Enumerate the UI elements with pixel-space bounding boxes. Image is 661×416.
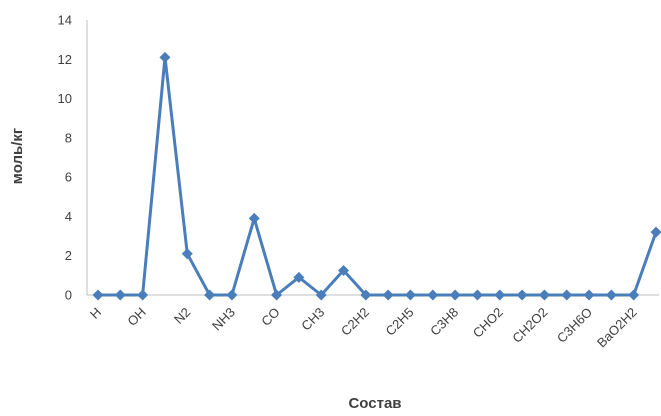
- data-point-marker: [538, 289, 550, 301]
- data-point-marker: [360, 289, 372, 301]
- data-point-marker: [628, 289, 640, 301]
- x-tick-label: CO: [258, 305, 282, 329]
- data-point-marker: [494, 289, 506, 301]
- data-point-marker: [338, 264, 350, 276]
- x-tick-label: H: [87, 305, 104, 322]
- y-axis-tick-labels: 0 2 4 6 8 10 12 14: [58, 13, 72, 303]
- series-line: [98, 55, 658, 297]
- x-tick-label: C3H8: [427, 305, 461, 339]
- data-point-marker: [650, 226, 661, 238]
- data-point-marker: [293, 271, 305, 283]
- y-tick-label: 14: [58, 13, 72, 28]
- y-tick-label: 4: [65, 209, 72, 224]
- x-tick-label: C2H2: [338, 305, 372, 339]
- x-tick-label: CH3: [298, 305, 327, 334]
- x-tick-label: N2: [171, 305, 193, 327]
- data-point-marker: [271, 289, 283, 301]
- x-tick-label: BaO2H2: [594, 305, 640, 351]
- data-point-marker: [561, 289, 573, 301]
- data-point-marker: [427, 289, 439, 301]
- x-tick-label: C2H5: [382, 305, 416, 339]
- x-axis-title: Состав: [348, 395, 401, 412]
- x-tick-label: CHO2: [470, 305, 506, 341]
- data-point-marker: [605, 289, 617, 301]
- y-axis-title: моль/кг: [9, 128, 26, 184]
- y-tick-label: 6: [65, 170, 72, 185]
- data-point-marker: [159, 51, 171, 63]
- data-point-marker: [404, 289, 416, 301]
- y-tick-label: 12: [58, 52, 72, 67]
- x-tick-label: OH: [124, 305, 148, 329]
- data-point-marker: [226, 289, 238, 301]
- x-tick-label: CH2O2: [509, 305, 550, 346]
- x-axis-tick-labels: H OH N2 NH3 CO CH3 C2H2 C2H5 C3H8 CHO2 CH2O2 C3H6OB…: [87, 305, 640, 351]
- y-tick-label: 0: [65, 288, 72, 303]
- x-tick-label: C3H6O: [554, 305, 595, 346]
- data-point-marker: [137, 289, 149, 301]
- data-point-marker: [315, 289, 327, 301]
- data-point-marker: [449, 289, 461, 301]
- x-tick-label: NH3: [209, 305, 238, 334]
- data-point-marker: [382, 289, 394, 301]
- data-point-marker: [92, 289, 104, 301]
- data-point-marker: [181, 248, 193, 260]
- data-point-marker: [471, 289, 483, 301]
- data-point-marker: [248, 212, 260, 224]
- y-tick-label: 8: [65, 130, 72, 145]
- data-point-marker: [114, 289, 126, 301]
- data-point-marker: [204, 289, 216, 301]
- series-group: [92, 51, 661, 301]
- data-point-marker: [583, 289, 595, 301]
- data-point-marker: [516, 289, 528, 301]
- y-tick-label: 10: [58, 91, 72, 106]
- y-tick-label: 2: [65, 248, 72, 263]
